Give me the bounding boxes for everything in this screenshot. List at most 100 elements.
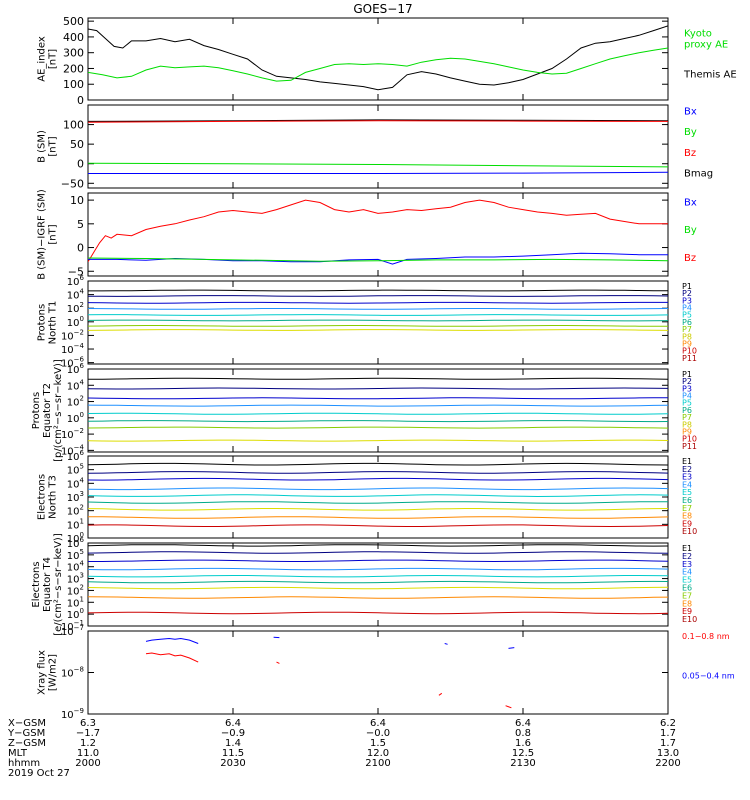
series-line-e7 <box>88 586 668 590</box>
legend-entry: P9 <box>682 427 692 436</box>
legend-entry: E3 <box>682 473 692 482</box>
y-tick-label: 106 <box>67 362 85 376</box>
x-row-value: 6.4 <box>225 718 241 729</box>
series-line-p2 <box>88 295 668 297</box>
legend-entry: P2 <box>682 377 692 386</box>
x-row-value: 2200 <box>655 758 680 769</box>
legend-entry: P6 <box>682 406 692 415</box>
series-line-0-1-0-8-nm <box>276 661 280 664</box>
y-tick-label: 0 <box>77 242 84 255</box>
y-tick-label: 10−9 <box>61 707 84 721</box>
y-axis-label: [p/(cm²−s−sr−keV)] <box>53 359 64 462</box>
y-tick-label: 10−8 <box>61 666 84 680</box>
legend-entry: E9 <box>682 607 692 616</box>
y-tick-label: 100 <box>67 411 84 425</box>
y-axis-label: Electrons <box>37 474 48 520</box>
y-axis-label: AE_index <box>37 36 48 82</box>
y-tick-label: 103 <box>67 490 84 504</box>
y-tick-label: 104 <box>67 288 85 302</box>
series-group <box>88 544 668 615</box>
legend-entry: P1 <box>682 282 692 291</box>
legend-entry: E5 <box>682 576 692 585</box>
legend-entry: E1 <box>682 544 692 553</box>
series-line-p3 <box>88 301 668 304</box>
y-axis-label: Xray flux <box>37 650 48 695</box>
legend-entry: By <box>684 127 697 138</box>
x-row-value: −0.9 <box>221 728 245 739</box>
series-line-p8 <box>88 329 668 331</box>
panel-p2: 106 104 102 100 10−2 10−4 Protons Equator T2 [p/… <box>31 359 697 462</box>
y-axis-label: [nT] <box>48 224 59 244</box>
series-line-e1 <box>88 544 668 547</box>
y-tick-label: 106 <box>67 274 85 288</box>
x-row-value: 2100 <box>365 758 390 769</box>
y-axis-label: [e/(cm²−s−sr−keV)] <box>53 533 64 636</box>
series-group <box>88 289 668 331</box>
y-axis-label: North T3 <box>48 475 59 519</box>
y-axis-label: [nT] <box>48 49 59 69</box>
series-line-e2 <box>88 471 668 474</box>
y-tick-label: 10−4 <box>61 443 85 457</box>
legend-entry: P7 <box>682 413 692 422</box>
y-tick-label: 104 <box>67 476 85 490</box>
legend-entry: By <box>684 225 697 236</box>
legend-entry: P11 <box>682 442 697 451</box>
y-tick-label: −5 <box>68 265 84 278</box>
legend-entry: 0.05−0.4 nm <box>682 672 735 681</box>
x-row-value: 6.3 <box>80 718 96 729</box>
legend-entry: P10 <box>682 347 697 356</box>
series-line-e9 <box>88 611 668 615</box>
y-tick-label: 105 <box>67 463 84 477</box>
series-line-themis-ae <box>88 25 668 91</box>
legend-entry: P5 <box>682 399 692 408</box>
series-group <box>88 199 668 265</box>
legend-entry: E1 <box>682 457 692 466</box>
legend-entry: P1 <box>682 370 692 379</box>
y-axis-label: North T1 <box>48 301 59 345</box>
y-tick-label: 100 <box>67 607 84 621</box>
legend-entry: P4 <box>682 392 692 401</box>
legend-entry: P9 <box>682 339 692 348</box>
series-line-0-1-0-8-nm <box>505 705 512 709</box>
panel-frame <box>87 192 669 277</box>
panel-frame <box>87 368 669 453</box>
series-line-by <box>88 257 668 262</box>
y-tick-label: 0 <box>77 158 84 171</box>
y-tick-label: 50 <box>70 138 84 151</box>
series-line-p8 <box>88 439 668 442</box>
legend-entry: E7 <box>682 591 692 600</box>
series-group <box>88 377 668 442</box>
series-line-by <box>88 162 668 168</box>
y-axis-label: Protons <box>37 304 48 341</box>
series-group <box>145 636 515 709</box>
x-row-value: 12.5 <box>512 748 534 759</box>
series-line-p1 <box>88 377 668 380</box>
series-line-p6 <box>88 420 668 423</box>
y-tick-label: 10−2 <box>61 328 84 342</box>
y-axis-label: [nT] <box>48 136 59 156</box>
x-row-value: 0.8 <box>515 728 531 739</box>
legend-entry: E9 <box>682 519 692 528</box>
y-tick-label: 0 <box>77 94 84 107</box>
legend-entry: E7 <box>682 504 692 513</box>
y-tick-label: 101 <box>67 595 84 609</box>
series-line-e3 <box>88 559 668 563</box>
series-line-p4 <box>88 308 668 310</box>
y-tick-label: 100 <box>67 531 84 545</box>
panel-frame <box>87 280 669 365</box>
series-line-e4 <box>88 567 668 571</box>
legend-entry: E2 <box>682 552 692 561</box>
panel-frame <box>87 104 669 189</box>
x-row-value: 12.0 <box>367 748 389 759</box>
y-tick-label: 200 <box>63 62 84 75</box>
legend-entry: E4 <box>682 480 692 489</box>
series-line-e8 <box>88 516 668 519</box>
y-axis-label: B (SM)−IGRF (SM) <box>37 189 48 280</box>
y-tick-label: 102 <box>67 504 84 518</box>
x-row-value: 2000 <box>75 758 100 769</box>
x-row-label: Y−GSM <box>7 728 45 739</box>
series-line-bmag <box>88 119 668 122</box>
y-tick-label: 300 <box>63 47 84 60</box>
